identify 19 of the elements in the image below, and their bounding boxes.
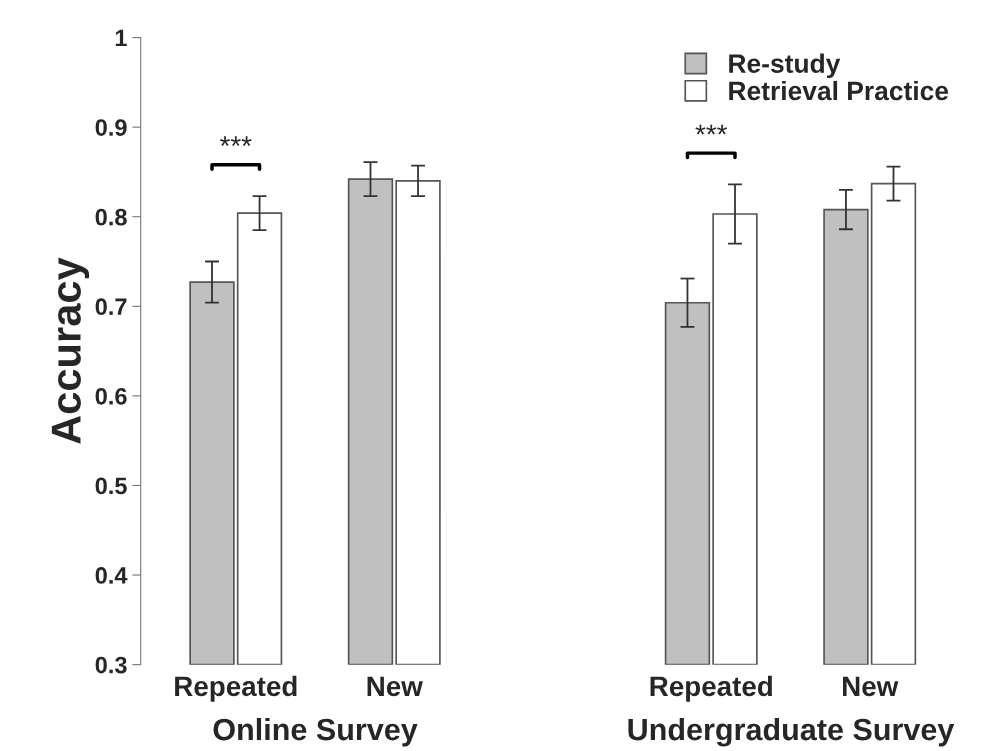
text: Online Survey	[213, 717, 418, 747]
y-tick-label: 1	[115, 29, 127, 47]
y-tick-label: 0.8	[95, 208, 127, 226]
legend-label: Re-study	[729, 53, 841, 79]
x-tick-label: New	[843, 676, 899, 697]
x-tick-label: New	[367, 676, 423, 697]
y-tick-label: 0.9	[95, 119, 127, 136]
annotation: ***	[220, 136, 252, 147]
x-tick-label: Repeated	[650, 675, 772, 702]
y-axis-title: Accuracy	[51, 257, 90, 444]
x-tick-label: Repeated	[175, 675, 297, 702]
y-tick-label: 0.6	[95, 387, 127, 405]
y-tick-label: 0.5	[95, 477, 127, 495]
annotation: ***	[695, 124, 728, 135]
y-tick-label: 0.3	[95, 656, 127, 674]
text: Undergraduate Survey	[628, 717, 955, 747]
legend-label: Retrieval Practice	[729, 80, 949, 101]
y-tick-label: 0.4	[95, 567, 128, 584]
y-tick-label: 0.7	[95, 298, 127, 316]
